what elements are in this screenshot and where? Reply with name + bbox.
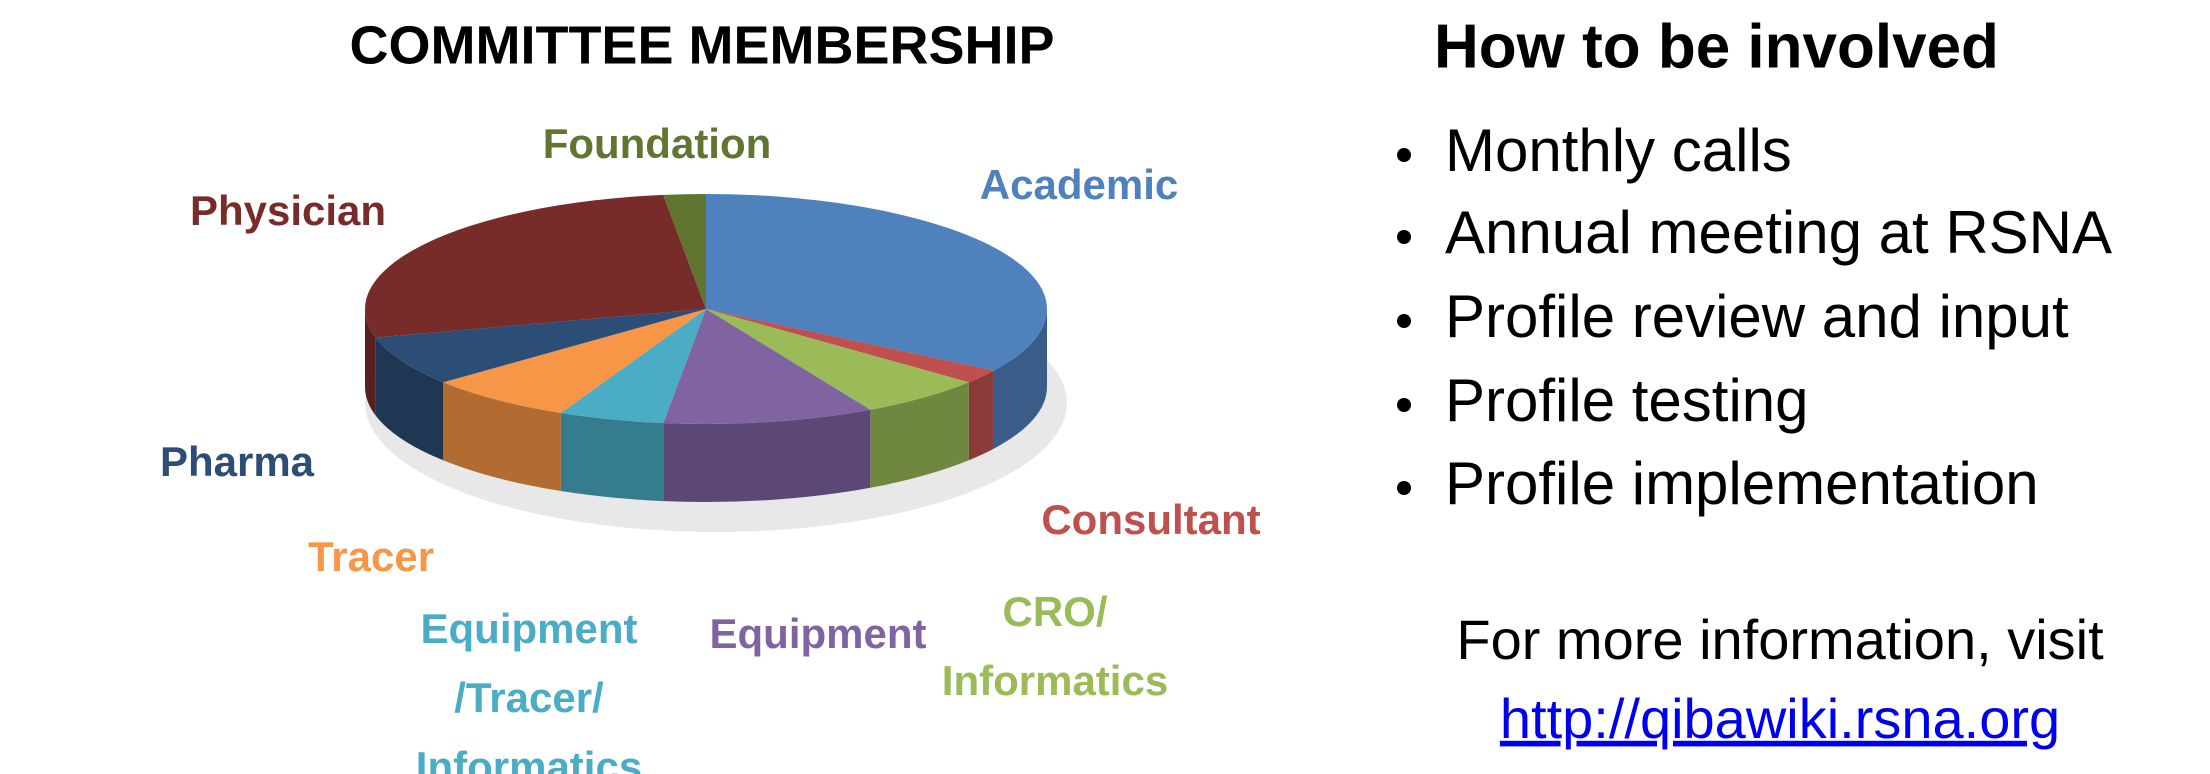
slice-side <box>870 382 969 488</box>
slice-side <box>375 337 444 461</box>
slice-label: Physician <box>190 187 386 234</box>
pie: Academic Consultant CRO/Informatics Equipme… <box>160 120 1261 774</box>
bullet-text: Monthly calls <box>1445 117 1792 184</box>
bullet-text: Profile review and input <box>1445 283 2069 350</box>
slice-label: Tracer <box>308 533 434 580</box>
slice-side <box>968 370 994 461</box>
slice-side <box>560 413 664 502</box>
slice-label: Consultant <box>1041 496 1260 543</box>
bullet-text: Annual meeting at RSNA <box>1445 199 2112 266</box>
slice-label: Equipment <box>710 610 927 657</box>
slice <box>443 309 706 414</box>
bullet-dot <box>1397 314 1411 328</box>
slice-label: Equipment/Tracer/Informatics <box>416 605 642 774</box>
slice-side <box>443 382 561 492</box>
slice <box>663 309 871 424</box>
link[interactable]: http://qibawiki.rsna.org <box>1500 687 2060 750</box>
slice <box>375 309 706 383</box>
slice-label: Pharma <box>160 438 315 485</box>
slice <box>706 309 994 383</box>
slice <box>560 309 706 424</box>
bullet-dot <box>1397 148 1411 162</box>
slice <box>706 309 969 410</box>
more-info: For more information, visit <box>1456 608 2104 671</box>
slice-side <box>365 309 376 416</box>
slice <box>364 194 706 338</box>
slice-label: Foundation <box>543 120 772 167</box>
bullet-dot <box>1397 481 1411 495</box>
bullet-list: Monthly calls Annual meeting at RSNA Profi… <box>1397 117 2112 517</box>
slice <box>706 194 1047 371</box>
bullet-text: Profile testing <box>1445 367 1809 434</box>
slice-side <box>663 409 871 502</box>
bullet-dot <box>1397 398 1411 412</box>
slice-side <box>993 309 1047 449</box>
slice-label: Academic <box>980 161 1178 208</box>
bullet-dot <box>1397 230 1411 244</box>
slice-label: CRO/Informatics <box>942 588 1168 704</box>
panel-title: How to be involved <box>1434 12 1999 81</box>
bullet-text: Profile implementation <box>1445 450 2039 517</box>
chart-title: COMMITTEE MEMBERSHIP <box>349 15 1054 75</box>
slice <box>663 194 706 309</box>
